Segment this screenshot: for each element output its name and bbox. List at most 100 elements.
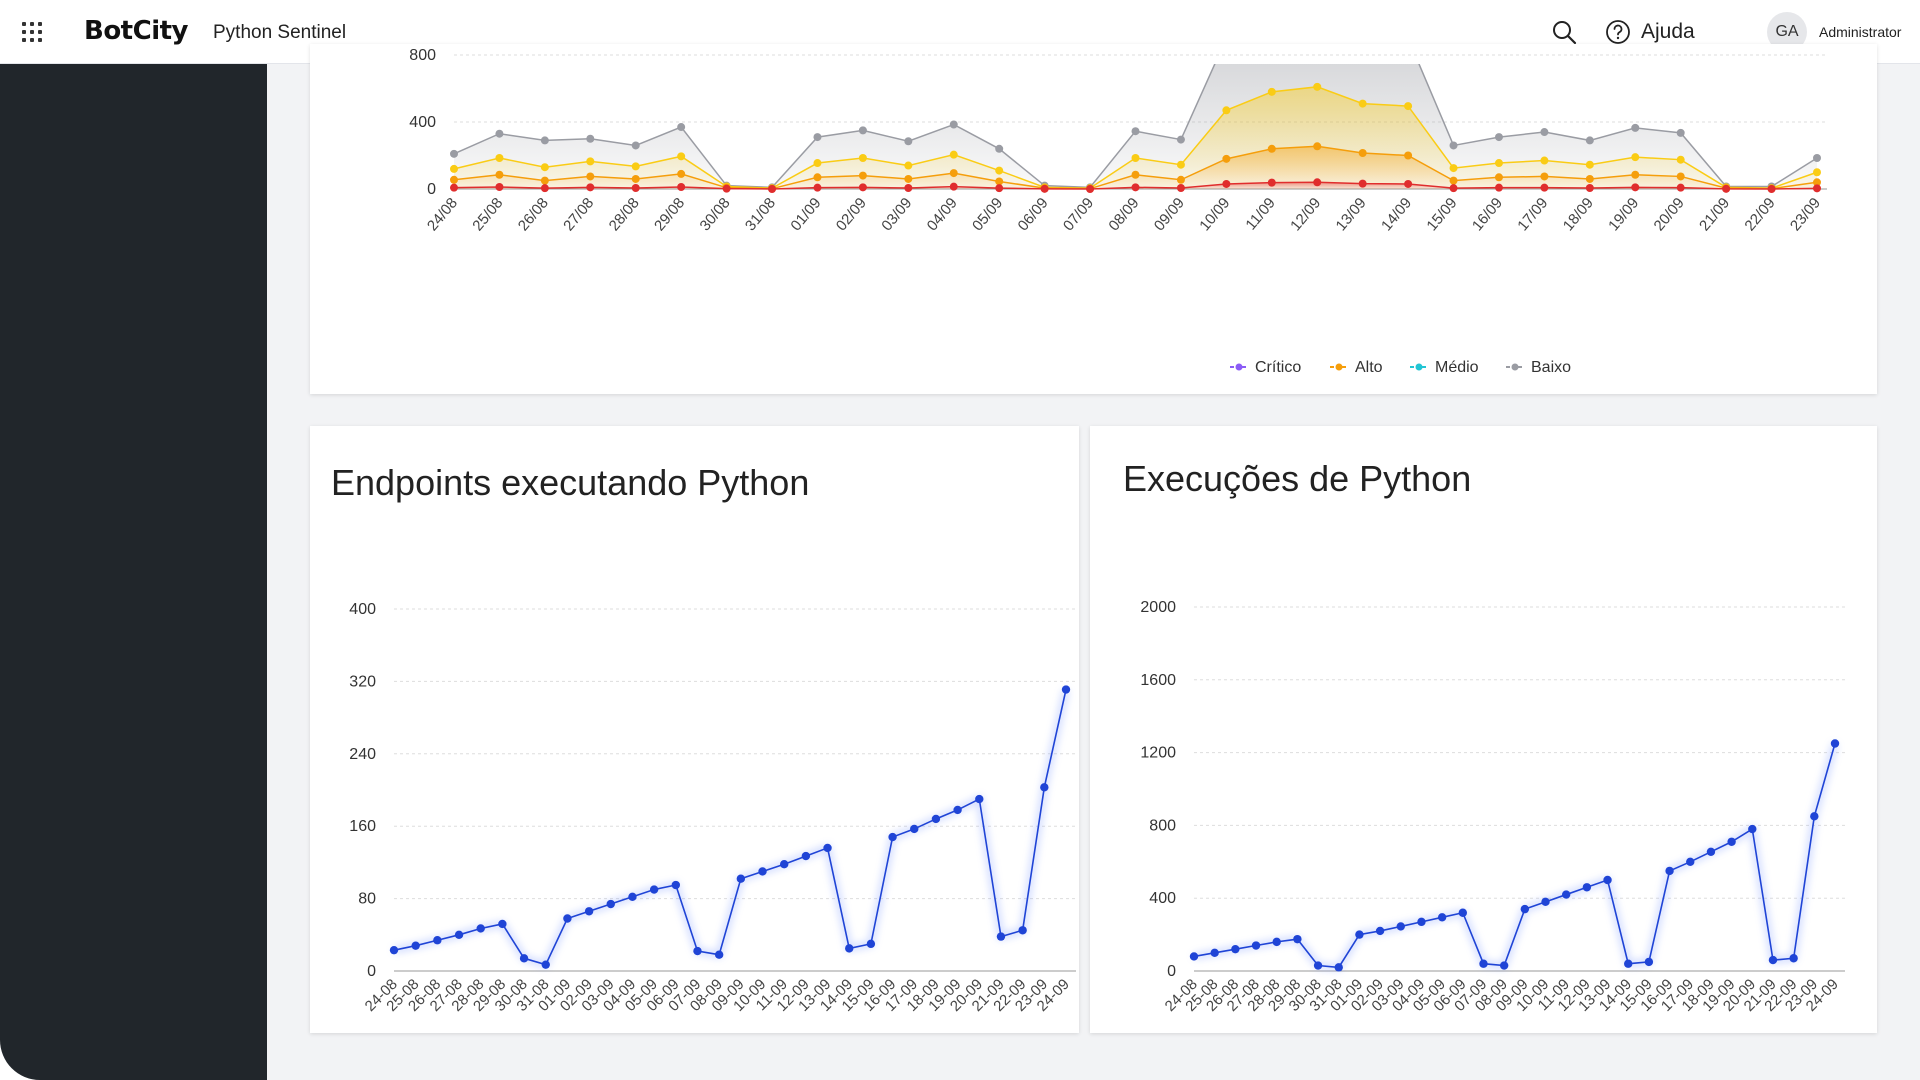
data-point <box>1540 128 1549 137</box>
data-point <box>1449 184 1458 193</box>
data-point <box>823 843 832 853</box>
data-point <box>1018 926 1027 935</box>
endpoints-chart-card: Endpoints executando Python 0 80 160 240 320… <box>310 426 1079 1055</box>
data-point <box>1404 151 1413 160</box>
data-point <box>1176 160 1185 169</box>
y-tick-label: 240 <box>349 746 376 763</box>
data-point <box>1585 174 1594 183</box>
user-name[interactable]: Administrator <box>1819 24 1902 40</box>
data-point <box>541 960 550 969</box>
y-tick-label: 2000 <box>1140 599 1176 616</box>
data-point <box>1676 172 1685 181</box>
data-point <box>995 166 1004 175</box>
data-point <box>540 163 549 172</box>
data-point <box>1813 178 1821 187</box>
data-point <box>450 149 458 158</box>
botcity-logo[interactable]: BotCity <box>84 16 188 46</box>
data-point <box>631 162 640 171</box>
data-point <box>1582 883 1592 892</box>
data-point <box>845 944 854 953</box>
data-point <box>1541 897 1550 907</box>
data-point <box>1810 812 1819 821</box>
x-tick-label: 12/09 <box>1287 195 1324 235</box>
legend-marker <box>1511 363 1519 371</box>
legend-label: Baixo <box>1531 359 1571 376</box>
data-point <box>1313 142 1322 151</box>
x-tick-label: 14/09 <box>1378 195 1415 235</box>
data-point <box>1585 160 1594 169</box>
data-point <box>858 126 867 135</box>
y-tick-label: 0 <box>1167 963 1176 980</box>
data-point <box>1494 133 1503 142</box>
data-point <box>631 183 640 192</box>
apps-grid-icon[interactable] <box>20 20 44 44</box>
data-point <box>1676 155 1685 164</box>
x-tick-label: 28/08 <box>606 195 643 235</box>
data-point <box>949 169 958 178</box>
data-point <box>671 880 681 890</box>
series-glow <box>1193 742 1838 971</box>
data-point <box>931 814 941 824</box>
data-point <box>1813 184 1821 193</box>
legend-marker <box>1335 363 1343 371</box>
data-point <box>1631 153 1640 162</box>
data-point <box>1665 866 1674 876</box>
data-point <box>586 134 595 143</box>
x-tick-label: 04/09 <box>924 195 961 235</box>
data-point <box>1358 179 1367 188</box>
data-point <box>1267 144 1276 153</box>
data-point <box>1131 154 1140 163</box>
data-point <box>768 185 777 193</box>
data-point <box>949 150 958 159</box>
data-point <box>953 805 962 815</box>
data-point <box>1131 183 1140 192</box>
x-tick-label: 07/09 <box>1060 195 1097 235</box>
endpoints-chart-title: Endpoints executando Python <box>331 462 810 503</box>
data-point <box>563 914 572 923</box>
data-point <box>858 183 867 192</box>
data-point <box>1396 922 1405 931</box>
sidebar <box>0 64 267 1080</box>
help-button[interactable]: Ajuda <box>1605 18 1695 46</box>
data-point <box>1189 952 1199 961</box>
data-point <box>1251 941 1261 950</box>
data-point <box>1722 184 1731 193</box>
data-point <box>1768 955 1778 965</box>
data-point <box>1479 959 1488 968</box>
data-point <box>1131 170 1140 179</box>
data-point <box>1313 82 1322 91</box>
data-point <box>949 182 958 191</box>
x-tick-label: 25/08 <box>469 195 506 235</box>
data-point <box>1585 183 1594 192</box>
data-point <box>995 184 1004 193</box>
y-tick-label: 1200 <box>1140 745 1176 762</box>
y-tick-label: 160 <box>349 818 376 835</box>
data-point <box>1131 127 1140 136</box>
data-point <box>904 161 913 170</box>
x-tick-label: 21/09 <box>1696 195 1733 235</box>
data-point <box>758 867 767 876</box>
x-tick-label: 16/09 <box>1469 195 1506 235</box>
data-point <box>1631 183 1640 192</box>
data-point <box>1561 890 1571 899</box>
x-tick-label: 08/09 <box>1105 195 1142 235</box>
y-tick-label: 1600 <box>1140 672 1176 689</box>
data-point <box>586 157 595 166</box>
data-point <box>540 136 549 145</box>
data-point <box>1404 179 1413 188</box>
data-point <box>606 899 615 909</box>
legend-label: Médio <box>1435 359 1479 376</box>
search-icon[interactable] <box>1550 18 1578 46</box>
data-point <box>1040 184 1049 193</box>
data-point <box>1313 961 1323 970</box>
executions-chart-card: Execuções de Python 0 400 800 1200 1600 2000 2… <box>1090 426 1877 1069</box>
data-point <box>1494 159 1503 168</box>
data-point <box>1437 913 1447 922</box>
x-tick-label: 29/08 <box>651 195 688 235</box>
data-point <box>904 183 913 192</box>
data-point <box>1624 959 1633 968</box>
legend-label: Crítico <box>1255 359 1301 376</box>
data-point <box>495 182 504 191</box>
data-point <box>1272 937 1281 947</box>
